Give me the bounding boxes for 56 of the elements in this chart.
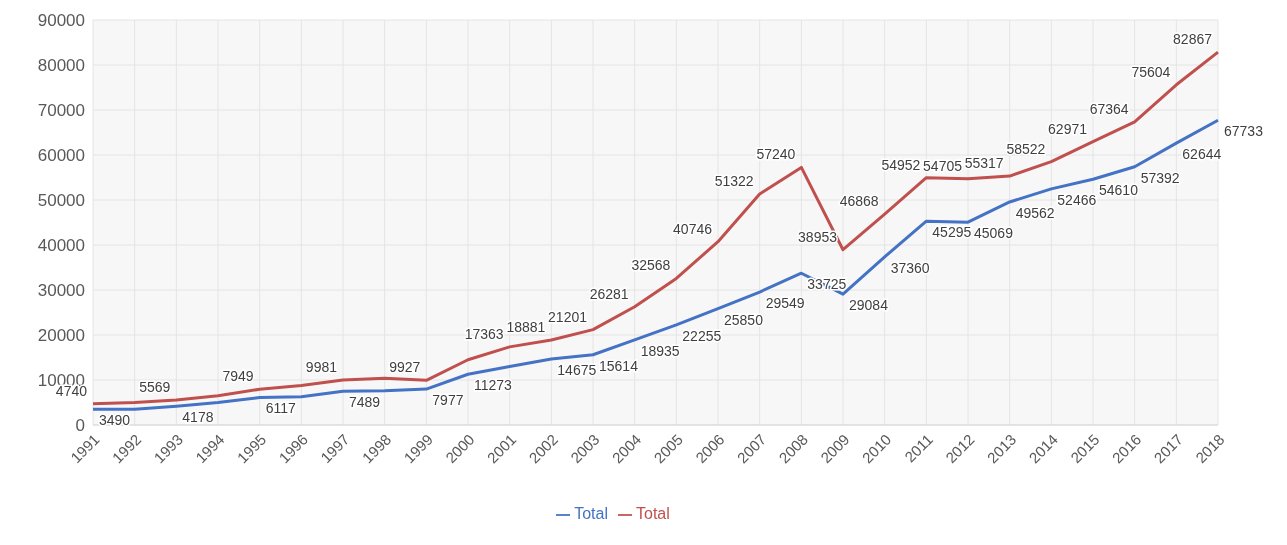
data-label: 54610 <box>1099 182 1139 199</box>
y-tick-label: 60000 <box>37 146 85 166</box>
data-label: 5569 <box>139 378 171 395</box>
data-label: 57240 <box>756 146 796 163</box>
data-label: 21201 <box>548 308 588 325</box>
data-label: 7489 <box>349 394 381 411</box>
data-label: 25850 <box>724 311 764 328</box>
data-label: 3490 <box>99 412 131 429</box>
data-label: 75604 <box>1131 63 1171 80</box>
data-label: 40746 <box>673 220 713 237</box>
data-label: 52466 <box>1057 191 1097 208</box>
data-label: 62644 <box>1182 146 1222 163</box>
data-label: 58522 <box>1006 140 1046 157</box>
data-label: 45295 <box>932 224 972 241</box>
data-label: 67733 <box>1224 123 1264 140</box>
data-label: 26281 <box>589 285 629 302</box>
data-label: 57392 <box>1140 169 1180 186</box>
data-label: 18881 <box>506 319 546 336</box>
data-label: 14675 <box>557 361 597 378</box>
data-label: 22255 <box>682 327 722 344</box>
data-label: 46868 <box>839 193 879 210</box>
data-label: 4178 <box>182 409 214 426</box>
y-tick-label: 90000 <box>37 11 85 31</box>
data-label: 18935 <box>640 342 680 359</box>
data-label: 32568 <box>631 257 671 274</box>
data-label: 67364 <box>1089 100 1129 117</box>
data-label: 38953 <box>798 228 838 245</box>
data-label: 9981 <box>305 359 338 376</box>
y-tick-label: 20000 <box>37 326 85 346</box>
data-label: 49562 <box>1015 204 1055 221</box>
data-label: 55317 <box>964 155 1004 172</box>
data-label: 51322 <box>714 173 754 190</box>
legend-label: Total <box>636 505 670 522</box>
y-tick-label: 40000 <box>37 236 85 256</box>
legend-label: Total <box>574 505 608 522</box>
data-label: 17363 <box>464 325 504 342</box>
data-label: 7977 <box>432 392 464 409</box>
data-label: 11273 <box>474 377 513 394</box>
data-label: 37360 <box>890 259 930 276</box>
y-tick-label: 80000 <box>37 56 85 76</box>
data-label: 29084 <box>849 297 889 314</box>
data-label: 15614 <box>599 357 639 374</box>
data-label: 7949 <box>222 368 254 385</box>
data-label: 82867 <box>1173 31 1213 48</box>
data-label: 9927 <box>389 359 421 376</box>
data-label: 45069 <box>974 225 1014 242</box>
data-label: 54952 <box>881 156 921 173</box>
data-label: 62971 <box>1048 120 1088 137</box>
y-tick-label: 30000 <box>37 281 85 301</box>
data-label: 29549 <box>765 295 805 312</box>
data-label: 6117 <box>265 400 296 417</box>
y-tick-label: 70000 <box>37 101 85 121</box>
data-label: 54705 <box>923 157 963 174</box>
y-tick-label: 50000 <box>37 191 85 211</box>
line-series <box>91 118 1220 411</box>
y-tick-label: 0 <box>75 416 85 436</box>
